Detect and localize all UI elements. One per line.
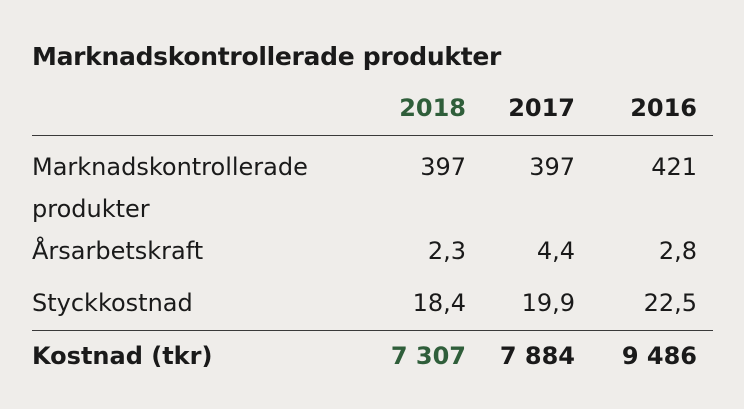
table-row: Marknadskontrollerade produkter 397 397 … (32, 136, 713, 231)
cell-2016: 421 (651, 153, 697, 181)
cell-2018: 397 (420, 153, 466, 181)
table-title: Marknadskontrollerade produkter (32, 42, 502, 71)
total-2018: 7 307 (390, 342, 466, 370)
statistics-panel: Marknadskontrollerade produkter 2018 201… (32, 40, 713, 379)
statistics-table: 2018 2017 2016 Marknadskontrollerade pro… (32, 78, 713, 379)
cell-2018: 18,4 (368, 282, 482, 331)
cell-2017: 19,9 (482, 282, 591, 331)
cell-2017: 397 (529, 153, 575, 181)
header-row: 2018 2017 2016 (32, 78, 713, 136)
cell-2018: 2,3 (427, 237, 466, 265)
header-year-2018: 2018 (368, 78, 482, 136)
header-label-cell (32, 78, 368, 136)
cell-2016: 22,5 (591, 282, 713, 331)
row-label: Årsarbetskraft (32, 237, 204, 265)
total-2016: 9 486 (621, 342, 697, 370)
table-row: Årsarbetskraft 2,3 4,4 2,8 (32, 230, 713, 282)
row-label: Marknadskontrollerade produkter (32, 153, 308, 223)
cell-2016: 2,8 (658, 237, 697, 265)
table-row: Styckkostnad 18,4 19,9 22,5 (32, 282, 713, 331)
header-year-2017: 2017 (482, 78, 591, 136)
header-year-2016: 2016 (591, 78, 713, 136)
total-row: Kostnad (tkr) 7 307 7 884 9 486 (32, 331, 713, 380)
row-label: Styckkostnad (32, 282, 368, 331)
total-2017: 7 884 (499, 342, 575, 370)
cell-2017: 4,4 (536, 237, 575, 265)
total-label: Kostnad (tkr) (32, 342, 213, 370)
